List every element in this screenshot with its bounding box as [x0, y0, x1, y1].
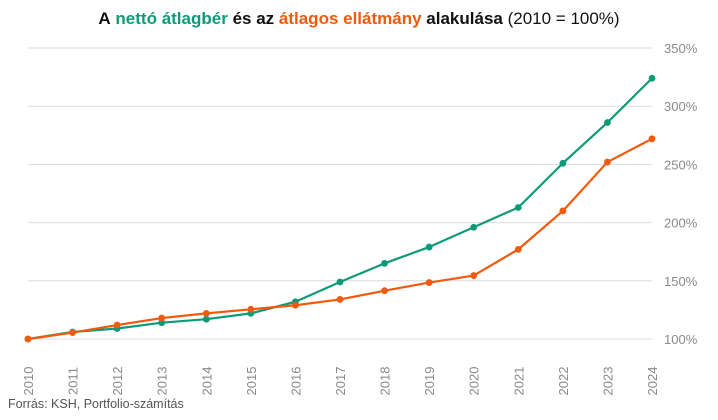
y-tick-label: 100%	[664, 332, 698, 347]
x-tick-label: 2012	[110, 367, 125, 396]
y-tick-label: 250%	[664, 157, 698, 172]
data-point-series-1	[604, 119, 611, 126]
chart-title: A nettó átlagbér és az átlagos ellátmány…	[0, 9, 718, 29]
y-tick-label: 150%	[664, 274, 698, 289]
data-point-series-2	[336, 296, 344, 303]
y-tick-label: 200%	[664, 216, 698, 231]
y-tick-label: 350%	[664, 41, 698, 56]
data-point-series-2	[470, 272, 478, 279]
data-point-series-2	[69, 329, 76, 336]
x-tick-label: 2023	[600, 367, 615, 396]
series-points	[24, 74, 656, 343]
x-tick-label: 2015	[244, 367, 259, 396]
data-point-series-1	[336, 278, 344, 286]
data-point-series-1	[381, 259, 388, 267]
data-point-series-2	[158, 314, 166, 322]
data-point-series-2	[514, 245, 522, 253]
y-axis-tick-labels: 100% 150% 200% 250% 300% 350%	[664, 41, 698, 347]
x-tick-label: 2022	[556, 367, 571, 396]
data-point-series-2	[604, 158, 611, 166]
data-point-series-2	[292, 301, 299, 309]
data-point-series-2	[202, 309, 210, 317]
grid-lines	[28, 47, 652, 340]
data-point-series-1	[648, 74, 656, 82]
data-point-series-1	[470, 223, 478, 231]
data-point-series-1	[514, 204, 522, 211]
data-point-series-1	[202, 315, 210, 323]
x-tick-label: 2020	[467, 367, 482, 396]
x-tick-label: 2021	[511, 367, 526, 396]
title-series-1-name: nettó átlagbér	[115, 9, 228, 28]
data-point-series-2	[24, 335, 32, 343]
x-tick-label: 2010	[21, 367, 36, 396]
title-part-3: és az	[232, 9, 275, 28]
data-point-series-2	[247, 305, 255, 313]
title-part-1: A	[98, 9, 111, 28]
data-point-series-2	[113, 321, 121, 329]
data-point-series-2	[648, 135, 656, 143]
data-point-series-2	[381, 287, 388, 295]
title-part-5: alakulása	[426, 9, 503, 28]
x-tick-label: 2014	[199, 367, 214, 396]
x-tick-label: 2018	[378, 367, 393, 396]
source-note: Forrás: KSH, Portfolio-számítás	[8, 397, 184, 411]
title-series-2-name: átlagos ellátmány	[278, 9, 422, 28]
x-tick-label: 2024	[645, 367, 660, 396]
x-axis-tick-labels: 2010 2011 2012 2013 2014 2015 2016 2017 2018 2019…	[21, 367, 660, 396]
data-point-series-1	[158, 319, 166, 327]
x-tick-label: 2019	[422, 367, 437, 396]
title-base-note: (2010 = 100%)	[507, 9, 620, 28]
x-tick-label: 2016	[288, 367, 303, 396]
data-point-series-1	[559, 159, 567, 167]
x-tick-label: 2017	[333, 367, 348, 396]
y-tick-label: 300%	[664, 99, 698, 114]
x-tick-label: 2013	[155, 367, 170, 396]
x-tick-label: 2011	[66, 367, 81, 395]
data-point-series-2	[559, 207, 567, 215]
data-point-series-1	[425, 243, 433, 251]
data-point-series-2	[425, 279, 433, 286]
